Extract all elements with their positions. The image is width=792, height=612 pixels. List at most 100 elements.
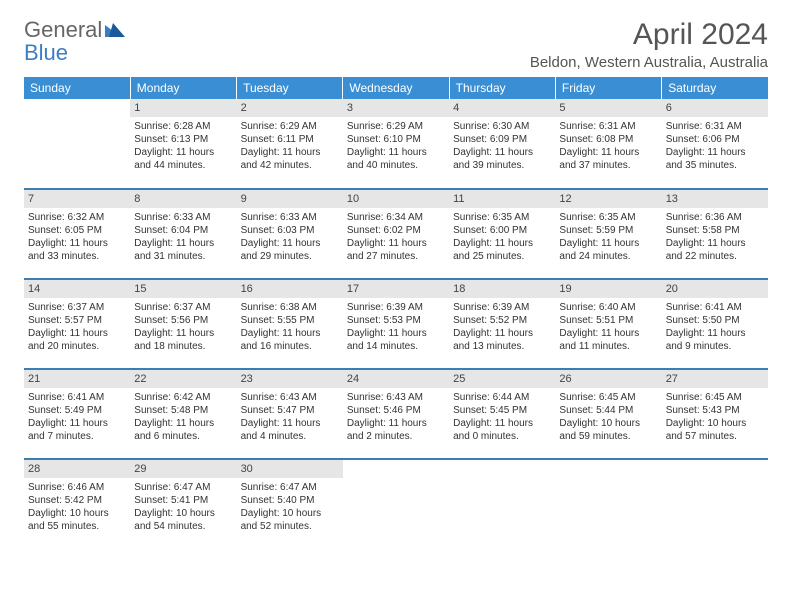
sunrise-text: Sunrise: 6:47 AM (134, 481, 232, 494)
sunset-text: Sunset: 5:44 PM (559, 404, 657, 417)
daylight-text: Daylight: 11 hours and 7 minutes. (28, 417, 126, 443)
logo-text-blue: Blue (24, 40, 68, 65)
sunrise-text: Sunrise: 6:39 AM (347, 301, 445, 314)
calendar-cell: 30Sunrise: 6:47 AMSunset: 5:40 PMDayligh… (237, 459, 343, 549)
calendar-cell: 7Sunrise: 6:32 AMSunset: 6:05 PMDaylight… (24, 189, 130, 279)
sunrise-text: Sunrise: 6:31 AM (559, 120, 657, 133)
sunset-text: Sunset: 5:59 PM (559, 224, 657, 237)
logo: GeneralBlue (24, 18, 125, 64)
day-number: 21 (24, 370, 130, 388)
location-text: Beldon, Western Australia, Australia (530, 54, 768, 71)
day-number: 5 (555, 99, 661, 117)
daylight-text: Daylight: 11 hours and 16 minutes. (241, 327, 339, 353)
sunset-text: Sunset: 5:47 PM (241, 404, 339, 417)
day-number: 7 (24, 190, 130, 208)
sunset-text: Sunset: 5:57 PM (28, 314, 126, 327)
calendar-cell (662, 459, 768, 549)
day-number: 27 (662, 370, 768, 388)
calendar-cell: 6Sunrise: 6:31 AMSunset: 6:06 PMDaylight… (662, 99, 768, 189)
sunrise-text: Sunrise: 6:32 AM (28, 211, 126, 224)
daylight-text: Daylight: 11 hours and 27 minutes. (347, 237, 445, 263)
day-number: 3 (343, 99, 449, 117)
sunrise-text: Sunrise: 6:34 AM (347, 211, 445, 224)
sunrise-text: Sunrise: 6:33 AM (134, 211, 232, 224)
sunset-text: Sunset: 6:03 PM (241, 224, 339, 237)
day-number: 15 (130, 280, 236, 298)
calendar-cell: 8Sunrise: 6:33 AMSunset: 6:04 PMDaylight… (130, 189, 236, 279)
calendar-cell: 5Sunrise: 6:31 AMSunset: 6:08 PMDaylight… (555, 99, 661, 189)
calendar-cell: 1Sunrise: 6:28 AMSunset: 6:13 PMDaylight… (130, 99, 236, 189)
daylight-text: Daylight: 10 hours and 59 minutes. (559, 417, 657, 443)
daylight-text: Daylight: 11 hours and 40 minutes. (347, 146, 445, 172)
logo-text-general: General (24, 17, 102, 42)
day-number: 20 (662, 280, 768, 298)
sunset-text: Sunset: 6:02 PM (347, 224, 445, 237)
day-header: Sunday (24, 77, 130, 99)
calendar-cell: 21Sunrise: 6:41 AMSunset: 5:49 PMDayligh… (24, 369, 130, 459)
daylight-text: Daylight: 11 hours and 20 minutes. (28, 327, 126, 353)
sunrise-text: Sunrise: 6:36 AM (666, 211, 764, 224)
title-block: April 2024 Beldon, Western Australia, Au… (530, 18, 768, 71)
daylight-text: Daylight: 11 hours and 14 minutes. (347, 327, 445, 353)
daylight-text: Daylight: 10 hours and 52 minutes. (241, 507, 339, 533)
daylight-text: Daylight: 11 hours and 6 minutes. (134, 417, 232, 443)
day-header: Thursday (449, 77, 555, 99)
sunset-text: Sunset: 5:41 PM (134, 494, 232, 507)
calendar-cell: 23Sunrise: 6:43 AMSunset: 5:47 PMDayligh… (237, 369, 343, 459)
sunset-text: Sunset: 5:58 PM (666, 224, 764, 237)
sunset-text: Sunset: 5:51 PM (559, 314, 657, 327)
sunrise-text: Sunrise: 6:37 AM (28, 301, 126, 314)
day-number: 26 (555, 370, 661, 388)
sunset-text: Sunset: 5:49 PM (28, 404, 126, 417)
page-title: April 2024 (530, 18, 768, 52)
sunset-text: Sunset: 6:06 PM (666, 133, 764, 146)
day-number: 23 (237, 370, 343, 388)
daylight-text: Daylight: 11 hours and 31 minutes. (134, 237, 232, 263)
daylight-text: Daylight: 11 hours and 13 minutes. (453, 327, 551, 353)
sunset-text: Sunset: 5:46 PM (347, 404, 445, 417)
daylight-text: Daylight: 11 hours and 44 minutes. (134, 146, 232, 172)
sunset-text: Sunset: 5:53 PM (347, 314, 445, 327)
calendar-cell (343, 459, 449, 549)
logo-triangle-icon (105, 18, 125, 41)
calendar-cell: 15Sunrise: 6:37 AMSunset: 5:56 PMDayligh… (130, 279, 236, 369)
calendar-cell: 27Sunrise: 6:45 AMSunset: 5:43 PMDayligh… (662, 369, 768, 459)
day-number: 2 (237, 99, 343, 117)
sunrise-text: Sunrise: 6:35 AM (559, 211, 657, 224)
calendar-week-row: 14Sunrise: 6:37 AMSunset: 5:57 PMDayligh… (24, 279, 768, 369)
daylight-text: Daylight: 11 hours and 22 minutes. (666, 237, 764, 263)
calendar-cell: 3Sunrise: 6:29 AMSunset: 6:10 PMDaylight… (343, 99, 449, 189)
day-number: 25 (449, 370, 555, 388)
day-number: 16 (237, 280, 343, 298)
calendar-cell: 29Sunrise: 6:47 AMSunset: 5:41 PMDayligh… (130, 459, 236, 549)
calendar-cell: 18Sunrise: 6:39 AMSunset: 5:52 PMDayligh… (449, 279, 555, 369)
calendar-cell: 24Sunrise: 6:43 AMSunset: 5:46 PMDayligh… (343, 369, 449, 459)
sunrise-text: Sunrise: 6:43 AM (347, 391, 445, 404)
day-header: Friday (555, 77, 661, 99)
sunrise-text: Sunrise: 6:46 AM (28, 481, 126, 494)
daylight-text: Daylight: 11 hours and 33 minutes. (28, 237, 126, 263)
sunrise-text: Sunrise: 6:47 AM (241, 481, 339, 494)
day-number: 10 (343, 190, 449, 208)
sunrise-text: Sunrise: 6:37 AM (134, 301, 232, 314)
sunrise-text: Sunrise: 6:30 AM (453, 120, 551, 133)
calendar-cell: 14Sunrise: 6:37 AMSunset: 5:57 PMDayligh… (24, 279, 130, 369)
daylight-text: Daylight: 11 hours and 0 minutes. (453, 417, 551, 443)
daylight-text: Daylight: 10 hours and 55 minutes. (28, 507, 126, 533)
sunset-text: Sunset: 6:11 PM (241, 133, 339, 146)
day-number: 11 (449, 190, 555, 208)
daylight-text: Daylight: 10 hours and 57 minutes. (666, 417, 764, 443)
day-number: 4 (449, 99, 555, 117)
sunrise-text: Sunrise: 6:31 AM (666, 120, 764, 133)
day-number: 22 (130, 370, 236, 388)
sunset-text: Sunset: 5:42 PM (28, 494, 126, 507)
calendar-cell: 19Sunrise: 6:40 AMSunset: 5:51 PMDayligh… (555, 279, 661, 369)
calendar-cell: 10 Sunrise: 6:34 AMSunset: 6:02 PMDayligh… (343, 189, 449, 279)
sunrise-text: Sunrise: 6:38 AM (241, 301, 339, 314)
daylight-text: Daylight: 11 hours and 42 minutes. (241, 146, 339, 172)
calendar-body: 1Sunrise: 6:28 AMSunset: 6:13 PMDaylight… (24, 99, 768, 549)
calendar-cell: 26 Sunrise: 6:45 AMSunset: 5:44 PMDayligh… (555, 369, 661, 459)
daylight-text: Daylight: 10 hours and 54 minutes. (134, 507, 232, 533)
sunrise-text: Sunrise: 6:45 AM (559, 391, 657, 404)
day-number: 13 (662, 190, 768, 208)
